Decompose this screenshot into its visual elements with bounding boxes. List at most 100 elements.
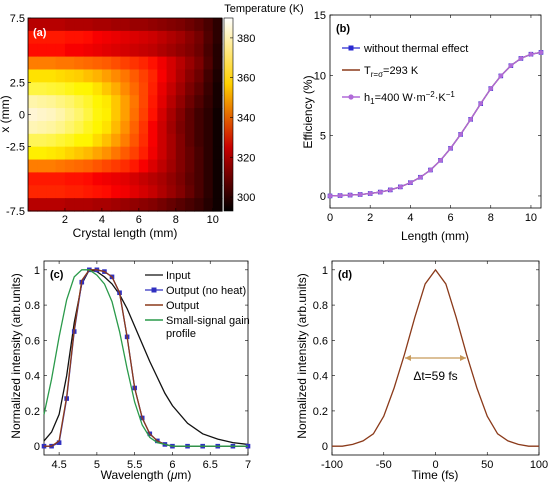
- heatmap-cell: [194, 185, 205, 199]
- heatmap-cell: [203, 43, 214, 58]
- heatmap-cell: [46, 30, 57, 45]
- heatmap-cell: [37, 172, 48, 186]
- efficiency-series-2-point: [337, 193, 343, 198]
- heatmap-cell: [55, 18, 66, 32]
- heatmap-cell: [185, 18, 195, 32]
- colorbar-tick-label: 360: [237, 73, 255, 85]
- heatmap-cell: [166, 146, 177, 161]
- heatmap-cell: [120, 82, 131, 96]
- heatmap-cell: [55, 30, 66, 45]
- heatmap-cell: [129, 172, 140, 186]
- heatmap-cell: [138, 82, 149, 96]
- heatmap-cell: [64, 172, 75, 186]
- heatmap-cell: [64, 120, 75, 135]
- heatmap-cell: [83, 133, 94, 148]
- heatmap-cell: [46, 146, 57, 161]
- heatmap-cell: [101, 198, 112, 212]
- heatmap-cell: [28, 95, 38, 109]
- heatmap-cell: [194, 133, 205, 148]
- heatmap-cell: [64, 146, 75, 161]
- efficiency-series-2-point: [428, 167, 433, 173]
- heatmap-cell: [111, 198, 121, 212]
- efficiency-series-2-point: [458, 132, 463, 137]
- heatmap-y-tick-label: -7.5: [6, 206, 25, 218]
- heatmap-cell: [166, 18, 177, 32]
- heatmap-cell: [175, 18, 186, 32]
- spectrum-x-tick-label: 5.5: [127, 459, 142, 471]
- heatmap-cell: [46, 95, 57, 109]
- heatmap-cell: [74, 159, 85, 173]
- heatmap-cell: [64, 108, 75, 122]
- heatmap-cell: [101, 69, 112, 83]
- heatmap-cell: [157, 18, 168, 32]
- heatmap-cell: [157, 82, 168, 96]
- heatmap-cell: [64, 18, 75, 32]
- spectrum-x-label: Wavelength (μm): [101, 468, 192, 482]
- heatmap-cell: [92, 172, 103, 186]
- heatmap-cell: [37, 18, 48, 32]
- heatmap-cell: [212, 159, 223, 173]
- heatmap-cell: [120, 69, 131, 83]
- heatmap-cell: [101, 82, 112, 96]
- legend-text-gain-line1: Small-signal gain: [166, 315, 250, 327]
- heatmap-cell: [203, 30, 214, 45]
- heatmap-cell: [111, 18, 121, 32]
- pulse-y-tick-label: 1: [322, 265, 328, 277]
- heatmap-cell: [175, 198, 186, 212]
- heatmap-cell: [138, 133, 149, 148]
- heatmap-cell: [203, 82, 214, 96]
- heatmap-cell: [101, 172, 112, 186]
- heatmap-cell: [185, 82, 195, 96]
- pulse-series-0-line: [332, 268, 539, 447]
- pulse-y-tick-label: 0: [322, 441, 328, 453]
- heatmap-cell: [55, 159, 66, 173]
- efficiency-series-2-point: [438, 158, 443, 163]
- legend-text-input: Input: [166, 270, 190, 282]
- heatmap-cell: [212, 108, 223, 122]
- heatmap-cell: [148, 18, 158, 32]
- spectrum-series: [41, 267, 251, 449]
- heatmap-cell: [194, 56, 205, 71]
- heatmap-cell: [138, 30, 149, 45]
- heatmap-cell: [194, 172, 205, 186]
- heatmap-cell: [37, 198, 48, 212]
- heatmap-cell: [157, 108, 168, 122]
- heatmap-cell: [46, 82, 57, 96]
- heatmap-cell: [92, 185, 103, 199]
- efficiency-series-2-point: [398, 184, 403, 190]
- heatmap-cell: [148, 69, 158, 83]
- heatmap-cell: [157, 172, 168, 186]
- heatmap-cell: [194, 69, 205, 83]
- efficiency-series-2-point: [377, 189, 383, 195]
- heatmap-cell: [101, 43, 112, 58]
- heatmap-cell: [28, 82, 38, 96]
- heatmap-cell: [83, 18, 94, 32]
- heatmap-cell: [83, 146, 94, 161]
- heatmap-cell: [166, 56, 177, 71]
- heatmap-cell: [111, 56, 121, 71]
- pulse-width-label: Δt=59 fs: [413, 369, 457, 383]
- heatmap-cell: [28, 198, 38, 212]
- heatmap-cell: [194, 146, 205, 161]
- heatmap-cell: [175, 159, 186, 173]
- heatmap-cell: [55, 43, 66, 58]
- heatmap-cell: [175, 146, 186, 161]
- heatmap-cell: [203, 198, 214, 212]
- spectrum-y-tick-label: 0.8: [25, 300, 40, 312]
- heatmap-cell: [74, 18, 85, 32]
- heatmap-cell: [101, 120, 112, 135]
- heatmap-x-tick-label: 8: [173, 214, 179, 226]
- panel-a-label: (a): [33, 27, 47, 39]
- heatmap-cell: [157, 69, 168, 83]
- heatmap-cell: [83, 108, 94, 122]
- legend-text-tr: Tr=σ=293 K: [364, 65, 419, 79]
- heatmap-cell: [74, 133, 85, 148]
- efficiency-series-2-point: [327, 193, 333, 199]
- heatmap-cell: [55, 198, 66, 212]
- heatmap-cell: [166, 82, 177, 96]
- efficiency-x-tick-label: 8: [488, 212, 494, 224]
- panel-a: (a) 2 4 6 8 10 -7.5 -2.5 0 2.5 7.5 Crystal lengt…: [0, 3, 304, 240]
- heatmap-cell: [212, 69, 223, 83]
- efficiency-series: [327, 50, 544, 199]
- heatmap-cell: [28, 18, 38, 32]
